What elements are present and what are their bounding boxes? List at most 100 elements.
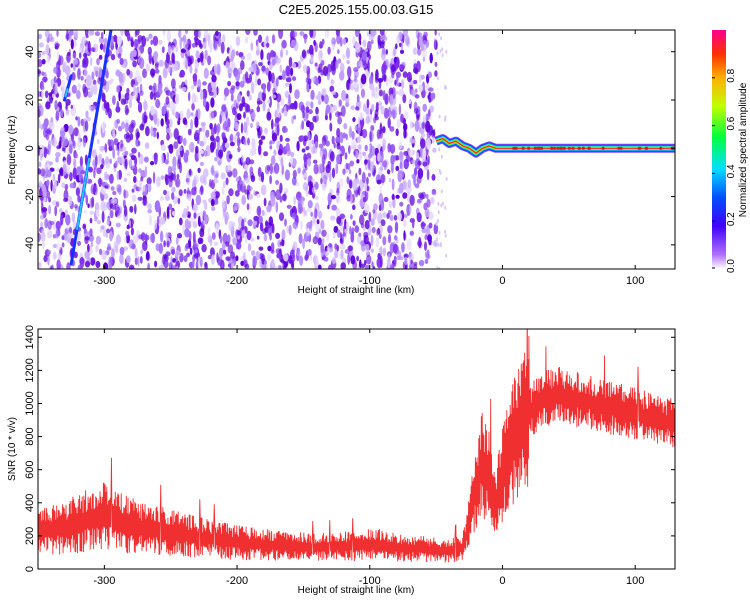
spectrogram-cell [241, 218, 245, 231]
spectrogram-streaks [63, 30, 113, 266]
ridge-peak [537, 146, 542, 150]
spectrogram-cell [240, 60, 245, 71]
spectrogram-cell [236, 230, 241, 236]
spectrogram-cell [216, 124, 220, 136]
spectrogram-cell [147, 262, 151, 269]
spectrogram-cell [42, 85, 45, 90]
spectrogram-cell [380, 219, 386, 227]
spectrogram-cell [336, 142, 341, 150]
spectrogram-cell [209, 247, 215, 257]
spectrogram-cell [269, 163, 273, 175]
spectrogram-cell [203, 213, 209, 225]
spectrogram-cell [270, 72, 275, 84]
spectrogram-cell [223, 87, 230, 97]
spectrogram-cell [45, 101, 51, 110]
colorbar-tick-label: 0.4 [726, 164, 737, 178]
spectrogram-cell [101, 92, 106, 103]
spectrogram-cell [309, 121, 314, 131]
spectrogram-cell [250, 122, 253, 129]
spectrogram-cell [302, 64, 308, 73]
spectrogram-cell [335, 136, 340, 142]
spectrogram-cell [167, 144, 173, 149]
spectrogram-cell [316, 256, 319, 266]
spectrogram-cell [379, 255, 383, 268]
spectrogram-cell [104, 156, 110, 165]
spectrogram-noise [38, 30, 448, 269]
spectrogram-cell [95, 235, 102, 245]
spectrogram-cell [137, 101, 143, 113]
spectrogram-cell [298, 233, 303, 245]
spectrogram-cell [249, 148, 255, 157]
spectrogram-cell [250, 175, 256, 182]
spectrogram-cell [60, 213, 64, 226]
spectrogram-cell [168, 203, 173, 210]
spectrogram-cell [356, 159, 360, 164]
spectrogram-cell [341, 89, 347, 101]
spectrogram-cell [222, 34, 226, 44]
spectrogram-cell [337, 116, 342, 125]
spectrogram-cell [320, 242, 325, 253]
spectrogram-cell [165, 174, 169, 186]
spectrogram-cell [225, 256, 231, 261]
spectrogram-cell [270, 249, 275, 254]
spectrogram-cell [403, 213, 408, 219]
spectrogram-cell [410, 139, 416, 144]
spectrogram-cell [199, 43, 203, 49]
spectrogram-cell [109, 209, 114, 219]
spectrogram-cell [191, 187, 197, 196]
spectrogram-cell [251, 63, 257, 73]
spectrogram-cell [317, 237, 322, 246]
spectrogram-cell [174, 93, 180, 105]
spectrogram-cell [324, 30, 330, 39]
spectrogram-cell [137, 196, 143, 201]
spectrogram-cell [191, 92, 197, 104]
spectrogram-cell [336, 154, 341, 165]
spectrogram-cell [41, 89, 44, 100]
spectrogram-cell [439, 49, 442, 54]
spectrogram-cell [292, 221, 299, 230]
spectrogram-cell [394, 235, 398, 241]
spectrogram-cell [394, 79, 397, 86]
spectrogram-cell [323, 174, 328, 185]
spectrogram-cell [110, 35, 114, 47]
spectrogram-cell [72, 52, 77, 59]
spectrogram-cell [280, 157, 284, 168]
spectrogram-cell [183, 38, 189, 50]
spectrogram-cell [335, 207, 341, 218]
spectrogram-cell [428, 211, 434, 220]
spectrogram-cell [52, 173, 56, 182]
spectrogram-cell [273, 162, 280, 175]
spectrogram-cell [262, 100, 266, 112]
spectrogram-cell [127, 172, 131, 177]
y-tick-label: 1000 [24, 391, 36, 415]
spectrogram-cell [94, 31, 100, 37]
spectrogram-cell [442, 201, 444, 206]
spectrogram-cell [344, 152, 348, 160]
spectrogram-cell [114, 160, 118, 168]
spectrogram-cell [348, 77, 351, 84]
spectrogram-cell [43, 197, 47, 203]
spectrogram-cell [244, 263, 250, 269]
spectrogram-cell [321, 135, 327, 146]
spectrogram-cell [291, 263, 295, 269]
spectrogram-cell [259, 222, 264, 232]
spectrogram-cell [44, 90, 49, 99]
spectrogram-cell [100, 186, 105, 194]
spectrogram-cell [172, 196, 179, 205]
spectrogram-cell [340, 262, 346, 269]
spectrogram-cell [227, 244, 234, 254]
spectrogram-cell [116, 85, 121, 93]
spectrogram-cell [142, 240, 148, 252]
spectrogram-cell [365, 115, 371, 125]
spectrogram-cell [225, 61, 230, 70]
spectrogram-cell [62, 163, 67, 176]
spectrogram-cell [401, 242, 405, 253]
spectrogram-cell [268, 70, 272, 82]
y-tick-label: 400 [24, 494, 36, 512]
spectrogram-cell [50, 264, 54, 269]
spectrogram-cell [434, 30, 437, 36]
spectrogram-cell [294, 89, 300, 99]
spectrogram-cell [166, 30, 171, 42]
